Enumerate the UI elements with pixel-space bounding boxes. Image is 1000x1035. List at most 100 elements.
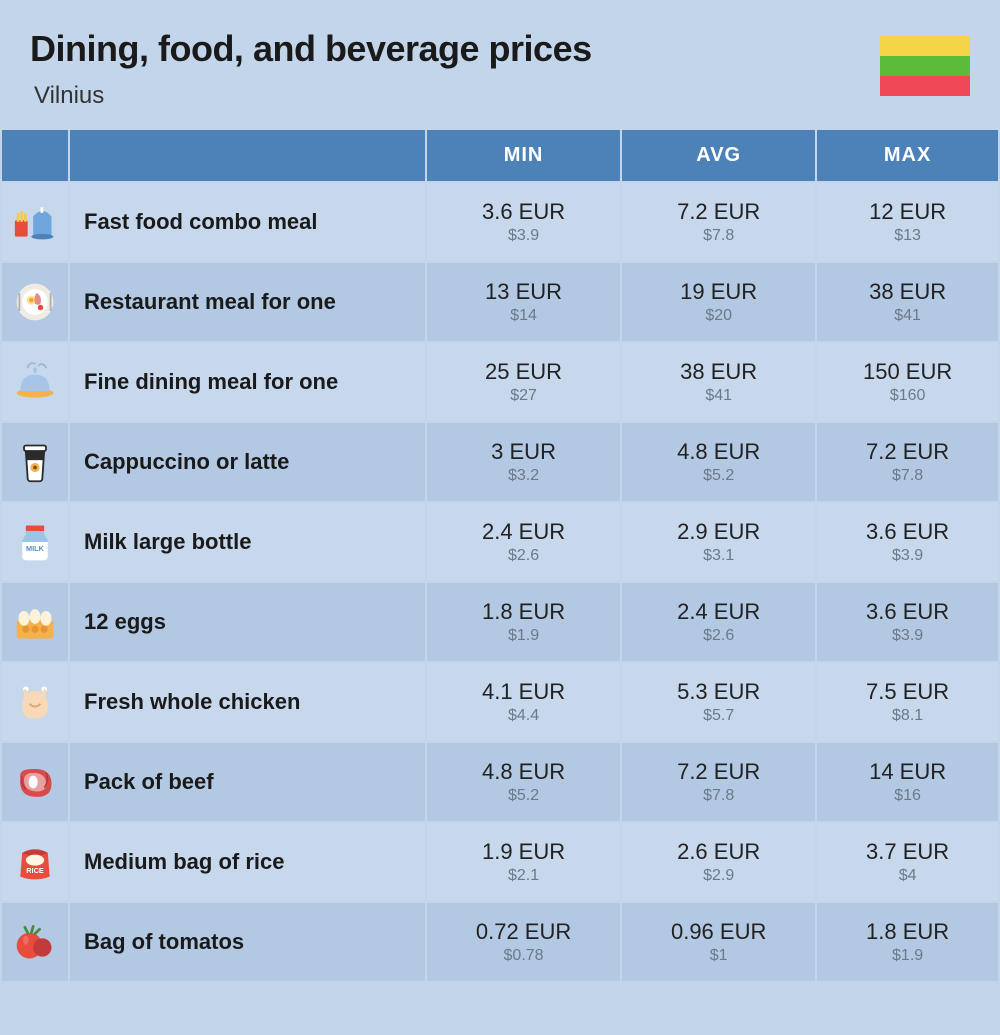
price-min-usd: $0.78 [427, 947, 620, 965]
table-row: 12 eggs1.8 EUR$1.92.4 EUR$2.63.6 EUR$3.9 [2, 583, 998, 661]
price-max-eur: 3.6 EUR [817, 519, 998, 545]
table-row: Cappuccino or latte3 EUR$3.24.8 EUR$5.27… [2, 423, 998, 501]
price-avg: 38 EUR$41 [622, 343, 815, 421]
price-avg-usd: $7.8 [622, 227, 815, 245]
page-subtitle: Vilnius [34, 82, 592, 110]
price-avg-usd: $3.1 [622, 547, 815, 565]
item-label: Milk large bottle [70, 503, 425, 581]
price-max: 14 EUR $16 [817, 743, 998, 821]
item-label: Medium bag of rice [70, 823, 425, 901]
price-min: 3.6 EUR$3.9 [427, 183, 620, 261]
price-max: 3.7 EUR$4 [817, 823, 998, 901]
price-avg-usd: $20 [622, 307, 815, 325]
price-avg-eur: 2.4 EUR [622, 599, 815, 625]
price-max-usd: $3.9 [817, 627, 998, 645]
price-max: 150 EUR$160 [817, 343, 998, 421]
coffee-cup-icon [2, 423, 68, 501]
price-min: 1.8 EUR $1.9 [427, 583, 620, 661]
price-max: 12 EUR $13 [817, 183, 998, 261]
eggs-icon [2, 583, 68, 661]
price-avg: 4.8 EUR $5.2 [622, 423, 815, 501]
price-max-usd: $16 [817, 787, 998, 805]
price-max: 1.8 EUR$1.9 [817, 903, 998, 981]
price-max: 38 EUR $41 [817, 263, 998, 341]
price-min-eur: 25 EUR [427, 359, 620, 385]
fast-food-icon [2, 183, 68, 261]
col-icon-header [2, 130, 68, 181]
price-min: 4.1 EUR $4.4 [427, 663, 620, 741]
chicken-icon [2, 663, 68, 741]
page-title: Dining, food, and beverage prices [30, 28, 592, 70]
tomatoes-icon [2, 903, 68, 981]
price-max-usd: $13 [817, 227, 998, 245]
price-max-eur: 7.5 EUR [817, 679, 998, 705]
price-max-eur: 38 EUR [817, 279, 998, 305]
price-min-eur: 13 EUR [427, 279, 620, 305]
price-min-eur: 1.8 EUR [427, 599, 620, 625]
table-row: Pack of beef4.8 EUR $5.27.2 EUR$7.814 EUR… [2, 743, 998, 821]
price-max-usd: $8.1 [817, 707, 998, 725]
table-row: Restaurant meal for one13 EUR$1419 EUR$2… [2, 263, 998, 341]
price-avg-eur: 4.8 EUR [622, 439, 815, 465]
price-avg-usd: $2.9 [622, 867, 815, 885]
price-max-eur: 12 EUR [817, 199, 998, 225]
price-min-usd: $4.4 [427, 707, 620, 725]
price-max: 7.5 EUR $8.1 [817, 663, 998, 741]
item-label: Pack of beef [70, 743, 425, 821]
price-max: 3.6 EUR $3.9 [817, 583, 998, 661]
price-avg-usd: $2.6 [622, 627, 815, 645]
rice-bag-icon: RICE [2, 823, 68, 901]
price-avg-usd: $7.8 [622, 787, 815, 805]
price-table: MIN AVG MAX Fast food combo meal3.6 EUR$… [0, 128, 1000, 983]
table-row: Bag of tomatos0.72 EUR$0.780.96 EUR$11.8… [2, 903, 998, 981]
price-min: 1.9 EUR$2.1 [427, 823, 620, 901]
price-avg-usd: $5.2 [622, 467, 815, 485]
price-min-eur: 0.72 EUR [427, 919, 620, 945]
price-avg: 2.6 EUR $2.9 [622, 823, 815, 901]
price-max-eur: 14 EUR [817, 759, 998, 785]
price-min-usd: $1.9 [427, 627, 620, 645]
price-avg-eur: 38 EUR [622, 359, 815, 385]
flag-stripe [880, 56, 970, 76]
restaurant-meal-icon [2, 263, 68, 341]
milk-bottle-icon: MILK [2, 503, 68, 581]
item-label: Restaurant meal for one [70, 263, 425, 341]
price-avg: 2.4 EUR $2.6 [622, 583, 815, 661]
price-avg-usd: $5.7 [622, 707, 815, 725]
beef-icon [2, 743, 68, 821]
price-min: 2.4 EUR$2.6 [427, 503, 620, 581]
price-min-usd: $14 [427, 307, 620, 325]
price-min: 4.8 EUR $5.2 [427, 743, 620, 821]
price-avg-eur: 2.6 EUR [622, 839, 815, 865]
price-avg-eur: 0.96 EUR [622, 919, 815, 945]
price-avg: 7.2 EUR$7.8 [622, 743, 815, 821]
price-max-usd: $41 [817, 307, 998, 325]
price-avg-eur: 2.9 EUR [622, 519, 815, 545]
col-min-header: MIN [427, 130, 620, 181]
flag-stripe [880, 76, 970, 96]
price-min-eur: 4.1 EUR [427, 679, 620, 705]
price-min-usd: $5.2 [427, 787, 620, 805]
table-row: MILKMilk large bottle2.4 EUR$2.62.9 EUR $… [2, 503, 998, 581]
price-max-eur: 150 EUR [817, 359, 998, 385]
price-avg-eur: 7.2 EUR [622, 199, 815, 225]
price-min-eur: 1.9 EUR [427, 839, 620, 865]
price-min-usd: $3.2 [427, 467, 620, 485]
item-label: Fast food combo meal [70, 183, 425, 261]
item-label: Cappuccino or latte [70, 423, 425, 501]
price-max-eur: 7.2 EUR [817, 439, 998, 465]
price-max: 7.2 EUR$7.8 [817, 423, 998, 501]
price-min-eur: 4.8 EUR [427, 759, 620, 785]
item-label: Fresh whole chicken [70, 663, 425, 741]
table-row: Fine dining meal for one25 EUR$2738 EUR$… [2, 343, 998, 421]
price-avg-usd: $1 [622, 947, 815, 965]
price-min: 0.72 EUR $0.78 [427, 903, 620, 981]
fine-dining-icon [2, 343, 68, 421]
price-max: 3.6 EUR$3.9 [817, 503, 998, 581]
col-max-header: MAX [817, 130, 998, 181]
price-max-eur: 3.6 EUR [817, 599, 998, 625]
price-avg: 0.96 EUR $1 [622, 903, 815, 981]
table-row: RICEMedium bag of rice1.9 EUR$2.12.6 EUR… [2, 823, 998, 901]
price-max-eur: 3.7 EUR [817, 839, 998, 865]
item-label: Fine dining meal for one [70, 343, 425, 421]
